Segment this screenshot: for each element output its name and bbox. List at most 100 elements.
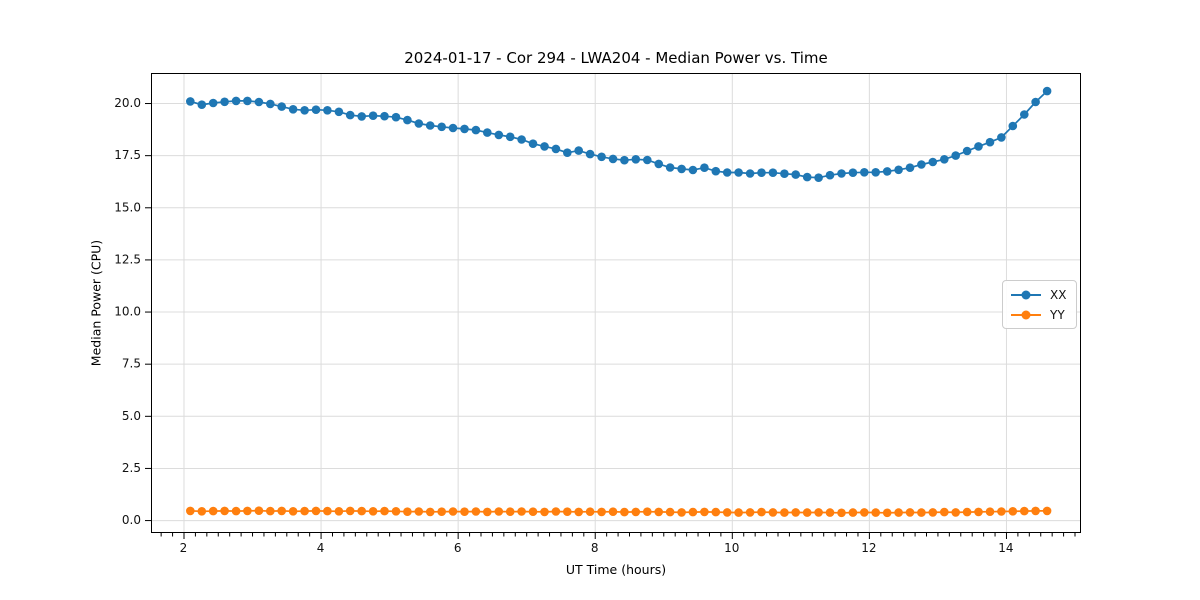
series-XX-marker	[563, 148, 572, 157]
series-XX-marker	[688, 165, 698, 175]
series-XX-marker	[677, 164, 686, 174]
series-XX-marker	[768, 168, 778, 177]
series-XX-marker	[905, 163, 915, 172]
series-YY-marker	[1008, 507, 1018, 516]
x-tick-label: 10	[724, 541, 739, 555]
series-YY-marker	[197, 507, 207, 516]
series-YY-marker	[288, 507, 298, 516]
series-XX-marker	[528, 139, 538, 148]
series-XX-marker	[700, 163, 709, 172]
series-YY-marker	[505, 507, 515, 516]
x-tick-label: 14	[998, 541, 1013, 555]
series-XX-marker	[940, 155, 949, 164]
series-XX-marker	[186, 97, 195, 106]
x-axis-ticks	[160, 533, 1076, 539]
series-YY-marker	[665, 507, 675, 517]
series-XX-marker	[791, 170, 800, 179]
series-YY-marker	[848, 508, 858, 517]
legend-label-yy: YY	[1050, 307, 1065, 322]
series-XX-marker	[334, 107, 344, 117]
y-axis-label: Median Power (CPU)	[88, 239, 104, 367]
series-YY-marker	[962, 507, 972, 517]
series-XX-marker	[323, 106, 332, 115]
series-XX-marker	[722, 168, 732, 177]
series-YY-marker	[345, 506, 355, 516]
y-tick-labels: 0.0 2.5 5.0 7.5 10.0 12.5 15.0 17.5 20.0	[114, 96, 141, 527]
series-YY-marker	[860, 508, 869, 517]
series-YY-marker	[917, 508, 926, 517]
series-YY-marker	[483, 507, 492, 517]
series-XX-marker	[551, 144, 561, 154]
series-XX-marker	[871, 168, 880, 177]
y-tick-label: 20.0	[114, 96, 141, 110]
legend-entry-xx: XX	[1011, 286, 1066, 303]
series-XX-marker	[860, 168, 869, 177]
series-XX-marker	[300, 106, 309, 115]
series-YY-marker	[208, 506, 218, 516]
y-tick-label: 12.5	[114, 252, 141, 266]
series-YY-marker	[1042, 506, 1052, 516]
grid-layer	[151, 73, 1081, 533]
series-XX	[186, 86, 1052, 182]
series-YY-marker	[905, 508, 915, 517]
series-YY-marker	[380, 506, 389, 516]
series-YY-marker	[186, 506, 195, 516]
series-YY-marker	[791, 508, 800, 517]
series-YY-marker	[882, 508, 892, 518]
series-XX-marker	[448, 123, 458, 133]
series-YY-marker	[471, 507, 481, 516]
y-tick-label: 10.0	[114, 305, 141, 319]
series-XX-marker	[311, 105, 321, 114]
x-tick-labels: 2 4 6 8 10 12 14	[180, 541, 1014, 555]
series-YY-marker	[540, 507, 549, 517]
series-YY-marker	[277, 506, 287, 516]
series-XX-marker	[997, 133, 1006, 142]
series-YY-marker	[1031, 506, 1040, 516]
series-XX-marker	[734, 168, 743, 177]
series-XX-marker	[837, 169, 846, 178]
series-XX-marker	[757, 168, 766, 177]
series-YY-marker	[825, 508, 835, 517]
series-XX-marker	[985, 137, 995, 147]
series-YY-marker	[517, 507, 526, 516]
series-XX-marker	[277, 102, 287, 111]
series-YY-marker	[802, 508, 812, 517]
series-XX-marker	[620, 155, 629, 165]
series-XX-marker	[574, 146, 583, 155]
series-XX-marker	[951, 151, 960, 160]
series-YY-marker	[734, 508, 743, 517]
series-XX-marker	[1042, 86, 1052, 96]
series-YY-marker	[631, 507, 641, 517]
series-YY-marker	[334, 507, 344, 516]
y-tick-label: 17.5	[114, 148, 141, 162]
series-YY-marker	[711, 507, 721, 517]
series-YY-marker	[563, 507, 572, 516]
series-YY-marker	[323, 506, 332, 516]
series-XX-marker	[437, 122, 447, 132]
series-XX-marker	[585, 149, 595, 159]
series-XX-marker	[471, 125, 481, 135]
series-XX-marker	[1031, 97, 1040, 107]
legend-marker-xx-icon	[1011, 288, 1041, 302]
legend: XX YY	[1002, 280, 1078, 329]
legend-marker-yy-icon	[1011, 308, 1041, 322]
series-YY-marker	[597, 507, 606, 517]
series-XX-marker	[1020, 110, 1029, 119]
series-XX-marker	[391, 112, 401, 122]
series-XX-marker	[517, 135, 526, 144]
series-YY-marker	[951, 508, 960, 517]
series-XX-marker	[814, 173, 823, 182]
series-XX-marker	[654, 159, 663, 169]
series-YY-marker	[700, 507, 709, 517]
y-tick-label: 5.0	[122, 409, 141, 423]
series-XX-marker	[288, 105, 298, 114]
series-YY-marker	[654, 507, 663, 517]
series-XX-marker	[974, 142, 983, 151]
series-XX-marker	[403, 115, 412, 125]
series-XX-marker	[711, 166, 721, 176]
legend-entry-yy: YY	[1011, 306, 1066, 323]
y-tick-label: 2.5	[122, 461, 141, 475]
x-axis-label: UT Time (hours)	[565, 562, 667, 577]
series-YY-marker	[403, 507, 412, 516]
